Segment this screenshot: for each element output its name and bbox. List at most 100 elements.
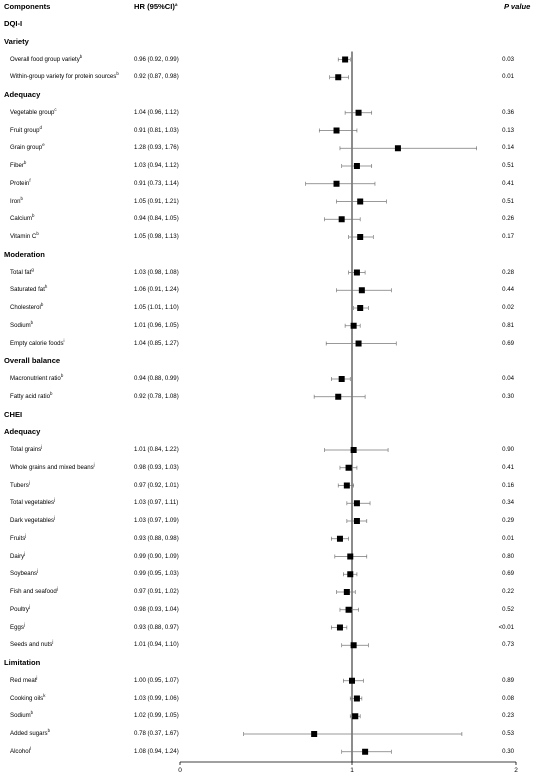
header-components: Components — [4, 2, 51, 11]
ci-mark — [329, 74, 349, 81]
p-value: 0.16 — [502, 481, 514, 489]
hr-ci-value: 1.03 (0.97, 1.09) — [134, 517, 179, 524]
hr-ci-value: 0.99 (0.90, 1.09) — [134, 552, 179, 560]
component-label: Saturated fath — [10, 284, 48, 294]
footnote-marker: f — [29, 177, 31, 183]
hr-point — [353, 500, 360, 507]
footnote-marker: j — [41, 444, 43, 449]
p-value: 0.04 — [502, 375, 514, 382]
footnote-marker: k — [43, 692, 46, 698]
component-label: Vitamin Cb — [10, 231, 39, 240]
component-label: Fatty acid ratiob — [10, 390, 53, 400]
footnote-marker: j — [24, 550, 26, 556]
p-value: 0.03 — [502, 55, 514, 63]
hr-point — [353, 518, 360, 524]
footnote-marker: c — [54, 106, 57, 112]
component-label: Total fatg — [10, 266, 34, 276]
component-label: Cooking oilsk — [10, 692, 46, 702]
footnote-marker: j — [52, 639, 54, 645]
ci-mark — [336, 198, 387, 205]
p-value: 0.44 — [502, 286, 514, 294]
hr-ci-value: 1.01 (0.94, 1.10) — [134, 641, 179, 649]
hr-ci-value: 0.97 (0.91, 1.02) — [134, 588, 179, 595]
ci-mark — [341, 748, 392, 755]
hr-ci-value: 1.05 (1.01, 1.10) — [134, 304, 179, 311]
hr-point — [345, 606, 352, 613]
component-label: Added sugarsb — [10, 728, 51, 737]
hr-point — [357, 198, 364, 205]
footnote-marker: b — [40, 302, 44, 307]
hr-ci-value: 1.03 (0.97, 1.11) — [134, 499, 179, 507]
footnote-marker: j — [25, 532, 27, 538]
hr-point — [336, 535, 343, 542]
p-value: 0.30 — [502, 392, 514, 400]
hr-point — [311, 731, 318, 737]
p-value: 0.73 — [502, 641, 514, 649]
footnote-marker: j — [37, 568, 39, 574]
hr-ci-value: 1.02 (0.99, 1.05) — [134, 712, 179, 720]
ci-mark — [336, 287, 392, 294]
footnote-marker: d — [39, 124, 42, 130]
group-heading: DQI-I — [4, 19, 23, 28]
ci-mark — [344, 109, 373, 116]
p-value: 0.08 — [502, 694, 514, 702]
hr-ci-value: 0.78 (0.37, 1.67) — [134, 730, 179, 737]
footnote-marker: j — [54, 515, 56, 520]
component-label: Fruitsj — [10, 532, 27, 542]
p-value: 0.02 — [502, 304, 514, 311]
p-value: 0.81 — [502, 321, 514, 329]
footnote-marker: b — [30, 319, 34, 325]
ci-mark — [331, 376, 351, 382]
p-value: 0.89 — [502, 676, 514, 684]
component-label: Ironb — [10, 195, 23, 205]
ci-mark — [343, 677, 364, 684]
footnote-marker: l — [30, 745, 31, 751]
ci-mark — [339, 464, 358, 471]
hr-ci-value: 1.04 (0.96, 1.12) — [134, 108, 179, 116]
hr-point — [357, 305, 364, 311]
hr-point — [355, 340, 362, 347]
component-label: Dairyj — [10, 550, 26, 560]
component-label: Poultryj — [10, 603, 30, 613]
ci-mark — [346, 518, 368, 524]
component-label: Alcoholl — [10, 745, 31, 755]
component-label: Total vegetablesj — [10, 497, 56, 507]
footnote-marker: b — [47, 728, 51, 733]
ci-mark — [336, 589, 356, 595]
hr-point — [333, 180, 340, 187]
component-label: Red meatj — [10, 674, 38, 684]
hr-point — [355, 109, 362, 116]
component-label: Eggsj — [10, 621, 25, 631]
ci-mark — [331, 624, 348, 631]
ci-mark — [337, 56, 351, 63]
p-value: 0.41 — [502, 179, 514, 187]
p-value: 0.90 — [502, 446, 514, 453]
p-value: 0.51 — [502, 197, 514, 205]
hr-ci-value: 1.04 (0.85, 1.27) — [134, 339, 179, 347]
hr-point — [350, 322, 357, 329]
section-heading: Moderation — [4, 249, 45, 259]
hr-point — [338, 216, 345, 223]
ci-mark — [341, 642, 369, 649]
p-value: 0.69 — [502, 339, 514, 347]
footnote-marker: b — [49, 390, 53, 396]
component-label: Empty calorie foodsi — [10, 337, 65, 347]
hr-point — [342, 56, 349, 63]
header-p-value: P value — [504, 2, 531, 11]
hr-ci-value: 0.96 (0.92, 0.99) — [134, 55, 179, 63]
section-heading: Adequacy — [4, 427, 41, 437]
x-tick-label: 1 — [350, 767, 354, 774]
p-value: 0.26 — [502, 215, 514, 223]
hr-point — [353, 269, 360, 276]
hr-ci-value: 1.06 (0.91, 1.24) — [134, 286, 179, 294]
hr-ci-value: 0.93 (0.88, 0.97) — [134, 623, 179, 631]
group-heading: CHEI — [4, 409, 23, 419]
ci-mark — [305, 180, 376, 187]
section-heading: Overall balance — [4, 356, 61, 366]
hr-ci-value: 0.97 (0.92, 1.01) — [134, 481, 179, 489]
hr-ci-value: 0.94 (0.88, 0.99) — [134, 375, 179, 382]
p-value: 0.01 — [502, 534, 514, 542]
ci-mark — [339, 606, 359, 613]
ci-mark — [348, 269, 366, 276]
